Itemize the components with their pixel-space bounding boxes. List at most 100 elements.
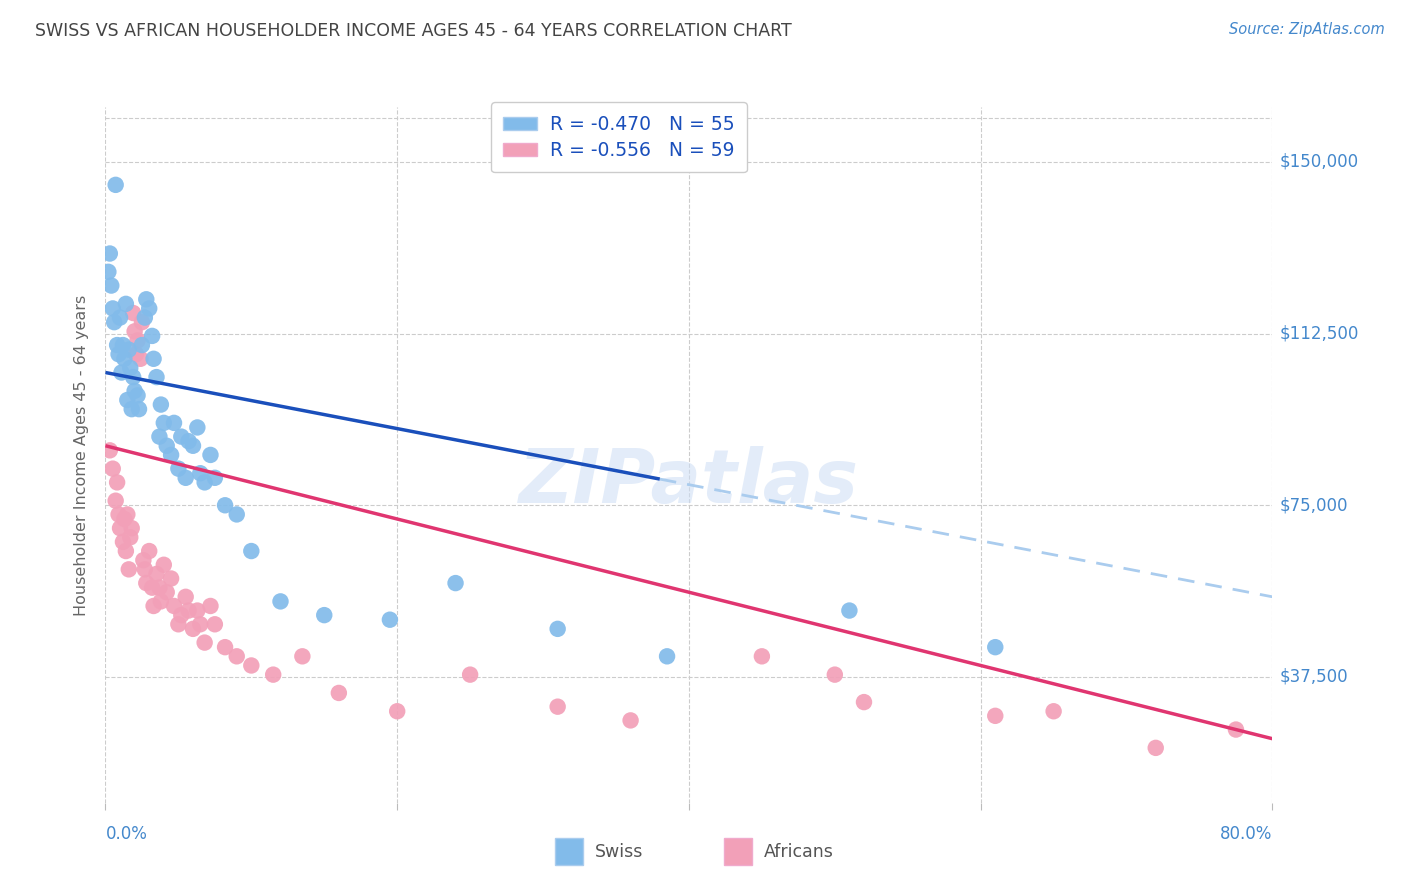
- Text: SWISS VS AFRICAN HOUSEHOLDER INCOME AGES 45 - 64 YEARS CORRELATION CHART: SWISS VS AFRICAN HOUSEHOLDER INCOME AGES…: [35, 22, 792, 40]
- Point: [1042, 704, 1064, 718]
- Point: [188, 467, 211, 481]
- Point: [145, 370, 167, 384]
- Point: [120, 530, 142, 544]
- Point: [101, 301, 124, 316]
- Point: [141, 329, 163, 343]
- Point: [984, 640, 1007, 655]
- Point: [174, 590, 197, 604]
- Point: [117, 392, 139, 407]
- Text: 0.0%: 0.0%: [105, 825, 148, 843]
- Point: [134, 310, 156, 325]
- Point: [135, 576, 157, 591]
- Point: [188, 617, 211, 632]
- Point: [181, 439, 204, 453]
- Point: [122, 370, 145, 384]
- Point: [163, 599, 186, 613]
- Point: [138, 544, 160, 558]
- Point: [240, 544, 263, 558]
- Point: [152, 558, 174, 572]
- Point: [117, 508, 139, 522]
- Point: [134, 562, 156, 576]
- Point: [194, 475, 217, 490]
- Point: [127, 334, 149, 348]
- Text: $150,000: $150,000: [1279, 153, 1358, 171]
- Point: [141, 581, 163, 595]
- Point: [177, 434, 200, 449]
- Point: [112, 351, 135, 366]
- Legend: R = -0.470   N = 55, R = -0.556   N = 59: R = -0.470 N = 55, R = -0.556 N = 59: [491, 103, 747, 172]
- Point: [105, 475, 128, 490]
- Point: [111, 338, 134, 352]
- Point: [107, 347, 129, 361]
- Point: [194, 635, 217, 649]
- Point: [121, 402, 143, 417]
- Point: [108, 521, 131, 535]
- Point: [118, 343, 141, 357]
- Text: ZIPatlas: ZIPatlas: [519, 446, 859, 519]
- Point: [385, 704, 408, 718]
- Point: [101, 461, 124, 475]
- Text: $112,500: $112,500: [1279, 325, 1358, 343]
- Point: [129, 351, 152, 366]
- Point: [204, 471, 226, 485]
- Point: [1144, 740, 1167, 755]
- Point: [378, 613, 401, 627]
- Point: [124, 324, 146, 338]
- Point: [138, 301, 160, 316]
- Point: [97, 265, 120, 279]
- Point: [163, 416, 186, 430]
- Point: [121, 521, 143, 535]
- Point: [115, 297, 138, 311]
- Point: [142, 599, 165, 613]
- Point: [167, 461, 190, 475]
- Point: [160, 448, 183, 462]
- Point: [105, 338, 128, 352]
- Point: [186, 603, 208, 617]
- Point: [103, 315, 125, 329]
- Point: [240, 658, 263, 673]
- Point: [132, 553, 155, 567]
- Point: [170, 429, 193, 443]
- Point: [156, 585, 179, 599]
- Point: [167, 617, 190, 632]
- Point: [225, 649, 247, 664]
- Point: [120, 360, 142, 375]
- Point: [128, 402, 150, 417]
- Point: [104, 178, 127, 192]
- Point: [214, 498, 236, 512]
- Point: [98, 246, 121, 260]
- Point: [127, 388, 149, 402]
- Point: [149, 594, 172, 608]
- Point: [655, 649, 678, 664]
- Point: [262, 667, 284, 681]
- Text: Source: ZipAtlas.com: Source: ZipAtlas.com: [1229, 22, 1385, 37]
- Point: [214, 640, 236, 655]
- Point: [619, 714, 641, 728]
- Point: [135, 293, 157, 307]
- Point: [314, 608, 336, 623]
- Text: 80.0%: 80.0%: [1220, 825, 1272, 843]
- Point: [444, 576, 467, 591]
- Point: [177, 603, 200, 617]
- Point: [547, 622, 569, 636]
- Point: [104, 493, 127, 508]
- Point: [124, 384, 146, 398]
- Point: [131, 338, 153, 352]
- Point: [112, 512, 135, 526]
- Y-axis label: Householder Income Ages 45 - 64 years: Householder Income Ages 45 - 64 years: [75, 294, 90, 615]
- Point: [152, 416, 174, 430]
- Point: [122, 306, 145, 320]
- Point: [170, 608, 193, 623]
- Point: [328, 686, 350, 700]
- Point: [458, 667, 481, 681]
- Point: [108, 310, 131, 325]
- Point: [111, 534, 134, 549]
- Point: [149, 398, 172, 412]
- Point: [200, 599, 222, 613]
- Point: [118, 562, 141, 576]
- Point: [160, 572, 183, 586]
- Point: [291, 649, 314, 664]
- Point: [852, 695, 875, 709]
- Point: [204, 617, 226, 632]
- Point: [181, 622, 204, 636]
